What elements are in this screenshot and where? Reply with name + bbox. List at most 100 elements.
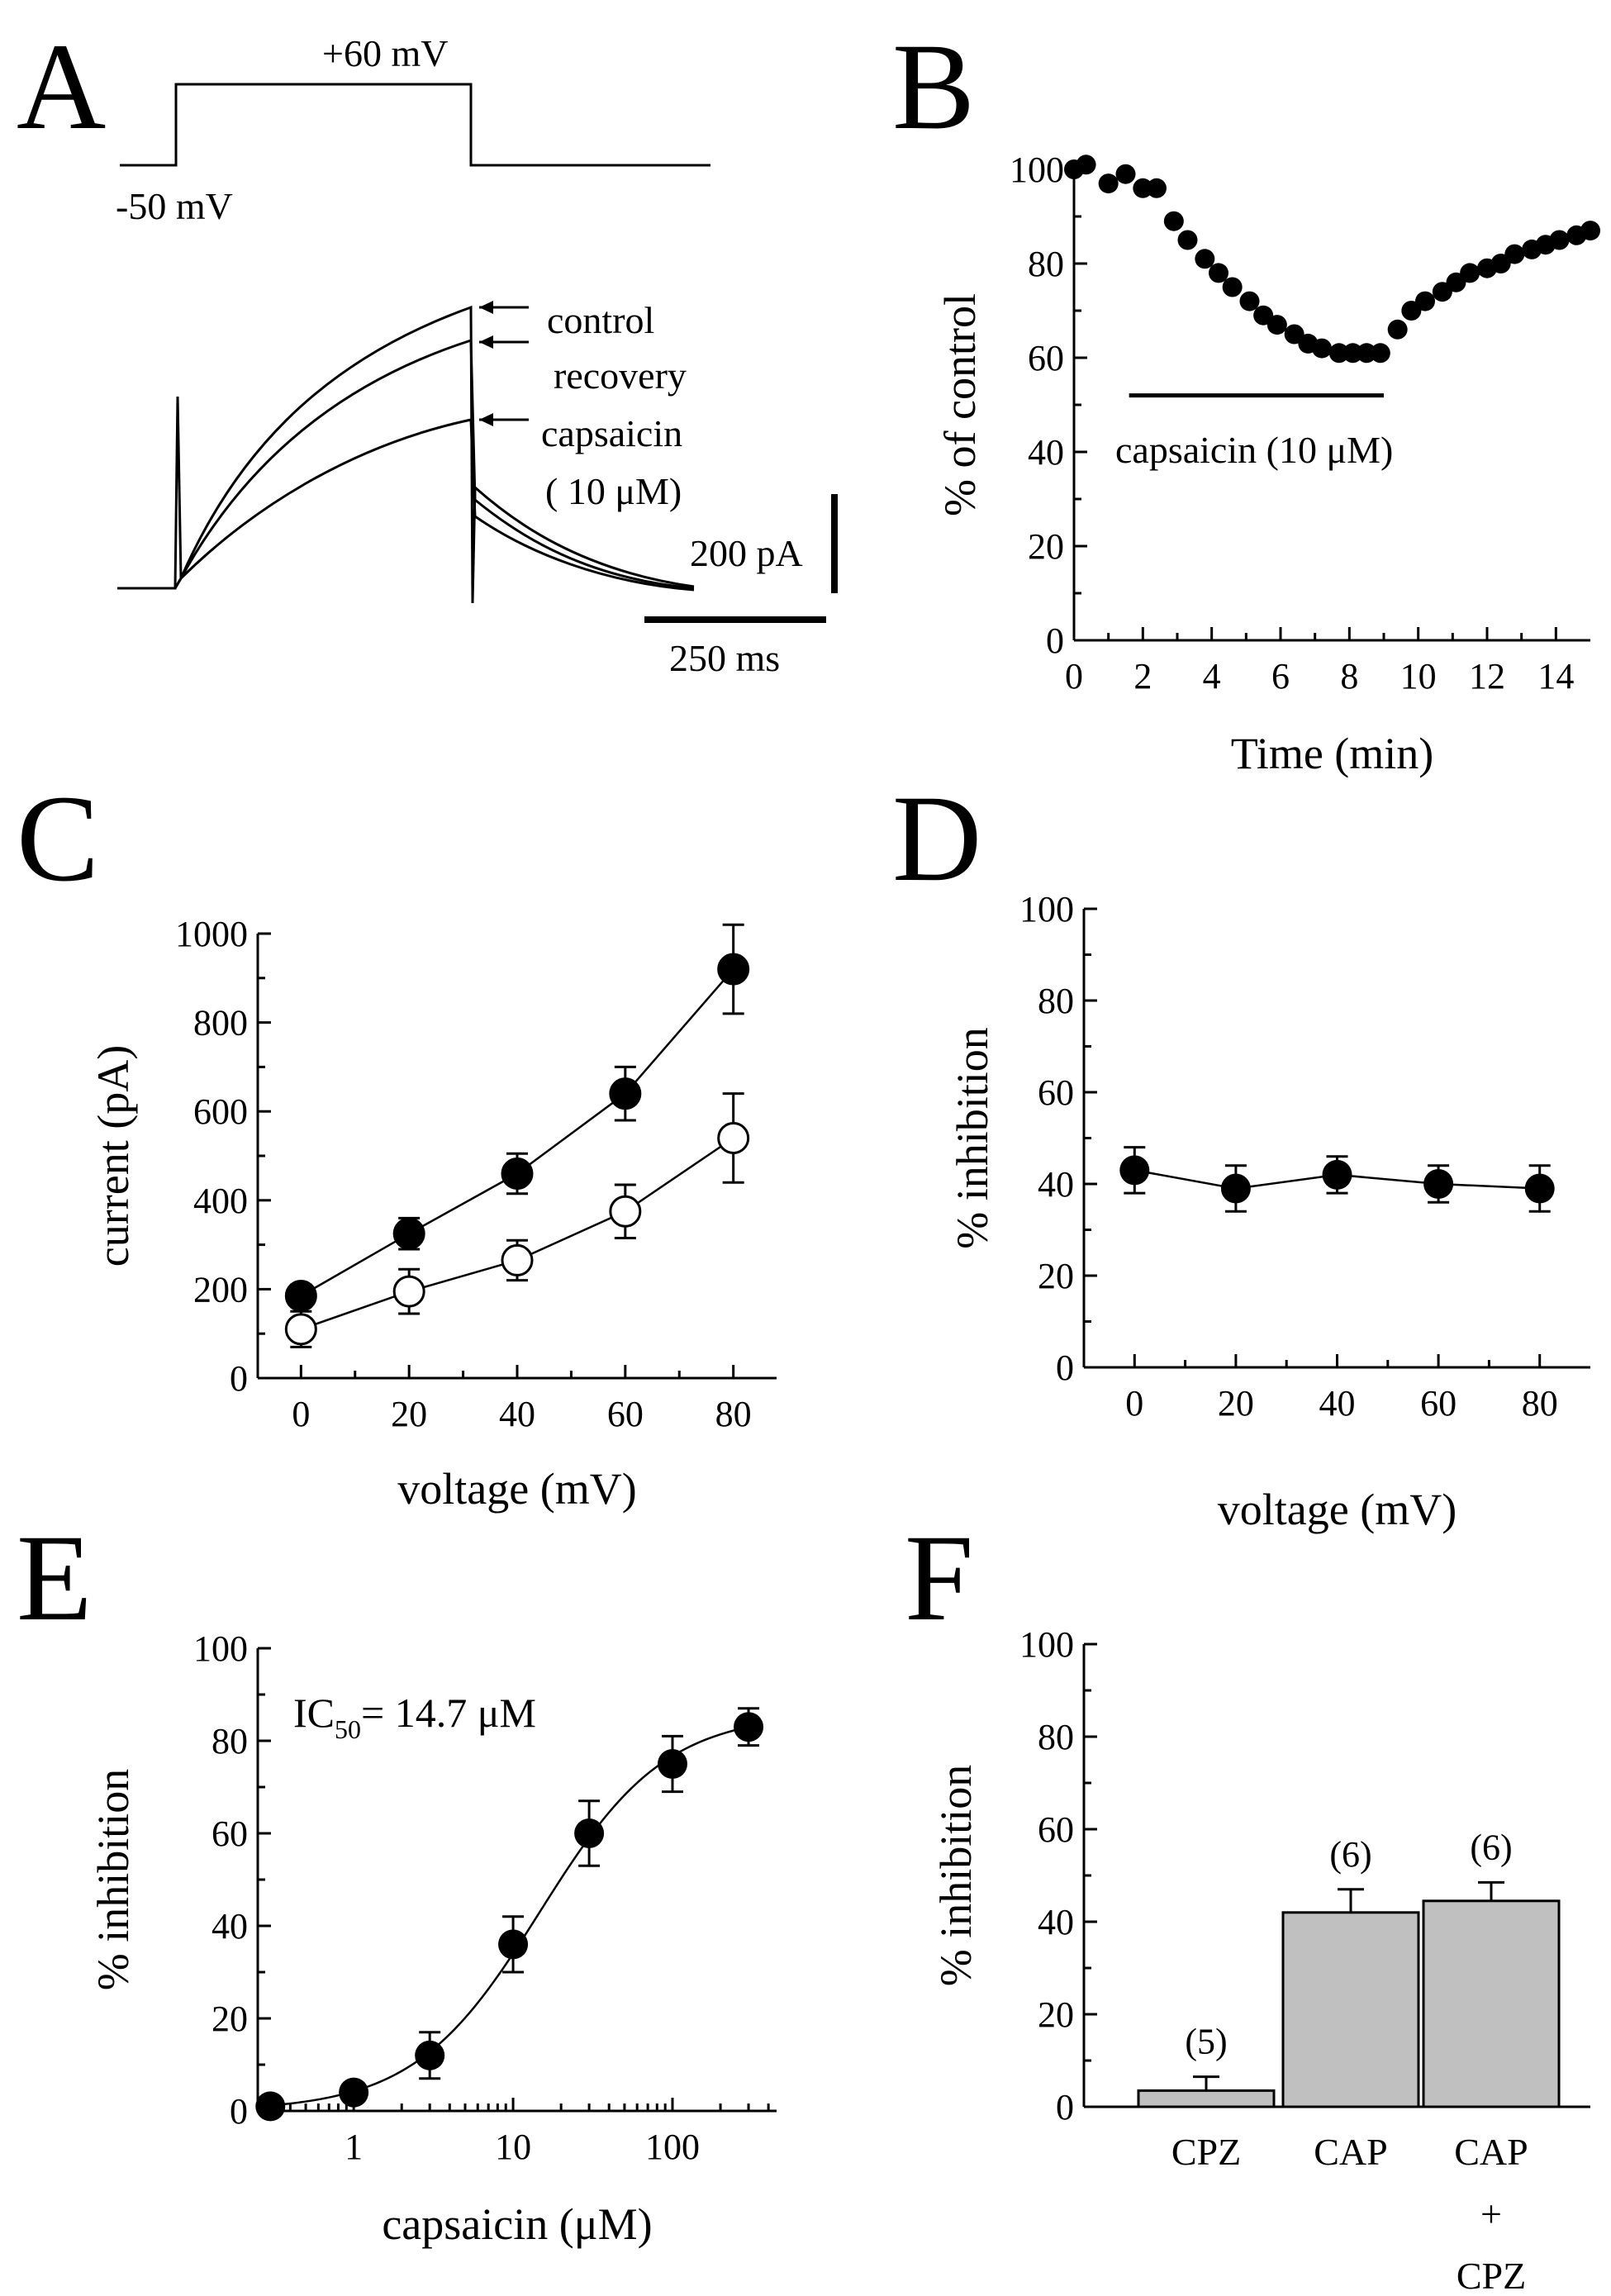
data-point-filled: [1423, 1169, 1454, 1199]
data-point-open: [284, 1313, 317, 1346]
voltage-step-protocol: [120, 83, 710, 167]
data-point: [1387, 319, 1408, 340]
y-tick-label: 60: [1028, 338, 1064, 378]
category-label: CPZ: [1457, 2255, 1526, 2296]
x-tick-label: 12: [1469, 656, 1505, 696]
y-tick-label: 80: [211, 1721, 248, 1761]
arrowhead-recovery: [479, 335, 493, 349]
data-point: [1357, 343, 1377, 364]
data-point: [1076, 154, 1096, 175]
step-low-label: -50 mV: [116, 185, 233, 227]
y-tick-label: 1000: [175, 914, 248, 954]
y-axis-label: % inhibition: [88, 1769, 138, 1991]
panel-d-chart: 0 20 40 60 80 100 0 20 40 60 80 voltage (mV) % inhib…: [948, 889, 1590, 1534]
arrowhead-control: [479, 301, 493, 314]
data-point: [1580, 221, 1600, 241]
data-point: [415, 2040, 445, 2070]
panel-b: B 0 20 40 60 80 100 0 2 4 6 8 10 12 14 Time (min) % of …: [892, 18, 1600, 778]
trace-recovery: [173, 338, 695, 590]
data-point: [1209, 263, 1228, 283]
label-recovery: recovery: [554, 354, 687, 397]
y-tick-label: 100: [1019, 1624, 1074, 1665]
y-tick-label: 40: [1038, 1902, 1074, 1942]
panel-d: D 0 20 40 60 80 100 0 20 40 60 80 voltage (mV) % inh…: [892, 770, 1590, 1534]
data-point-open: [717, 1121, 750, 1154]
panel-f-chart: 0 20 40 60 80 100 % inhibition (5) CPZ (6) CAP (6) C…: [931, 1624, 1590, 2296]
x-tick-label: 60: [1420, 1383, 1457, 1424]
panel-d-letter: D: [892, 770, 981, 907]
data-point: [574, 1818, 605, 1848]
data-point: [1342, 343, 1363, 364]
y-tick-label: 80: [1028, 244, 1064, 284]
panel-c-letter: C: [17, 770, 99, 907]
y-tick-label: 100: [1019, 889, 1074, 929]
data-point-filled: [392, 1217, 425, 1250]
category-label: CPZ: [1171, 2131, 1241, 2173]
data-point: [339, 2077, 369, 2108]
n-label: (5): [1185, 2022, 1227, 2062]
category-label: +: [1480, 2193, 1502, 2235]
data-point: [1147, 178, 1167, 198]
scale-current-label: 200 pA: [690, 532, 803, 574]
data-point-filled: [609, 1077, 642, 1110]
data-point: [1239, 291, 1260, 311]
y-tick-label: 40: [1038, 1164, 1074, 1205]
y-tick-label: 400: [193, 1181, 248, 1221]
data-point: [1266, 315, 1287, 335]
data-point: [1549, 230, 1570, 250]
label-capsaicin: capsaicin: [541, 412, 682, 454]
trace-capsaicin: [173, 418, 695, 592]
data-point: [657, 1749, 687, 1779]
x-axis-label: capsaicin (μM): [382, 2199, 652, 2249]
panel-e-chart: 0 20 40 60 80 100 1 10 100 capsaicin (μM) % inhibi…: [88, 1628, 777, 2249]
y-tick-label: 600: [193, 1091, 248, 1132]
category-label: CAP: [1454, 2131, 1528, 2173]
panel-a: A +60 mV -50 mV control recovery capsaic…: [17, 18, 838, 679]
y-tick-label: 20: [1038, 1994, 1074, 2035]
x-tick-label: 2: [1133, 656, 1152, 696]
panel-c: C 0 200 400 600 800 1000 0 20 40 60 80 voltage (mV)…: [17, 770, 777, 1514]
panel-f-letter: F: [905, 1509, 973, 1647]
x-tick-label: 1: [345, 2127, 363, 2167]
label-control: control: [547, 299, 654, 341]
y-tick-label: 0: [230, 2091, 248, 2132]
label-concentration: ( 10 μM): [545, 470, 682, 512]
data-point-filled: [1524, 1173, 1555, 1204]
data-point-open: [501, 1243, 534, 1276]
panel-f: F 0 20 40 60 80 100 % inhibition (5) CPZ (6) CAP (6…: [905, 1509, 1590, 2296]
arrowhead-capsaicin: [479, 413, 493, 426]
y-tick-label: 60: [1038, 1072, 1074, 1113]
panel-e: E 0 20 40 60 80 100 1 10 100 capsaicin (μM) % inhi…: [17, 1509, 777, 2249]
y-tick-label: 0: [1056, 2087, 1074, 2127]
y-tick-label: 0: [1056, 1348, 1074, 1388]
data-point-filled: [1322, 1159, 1352, 1190]
data-point-filled: [501, 1158, 534, 1191]
y-tick-label: 40: [211, 1906, 248, 1947]
x-tick-label: 40: [499, 1394, 535, 1434]
panel-e-letter: E: [17, 1509, 93, 1647]
data-point-filled: [1119, 1155, 1150, 1186]
data-point: [1415, 291, 1435, 311]
data-point: [498, 1929, 529, 1960]
x-tick-label: 4: [1203, 656, 1221, 696]
x-tick-label: 0: [1065, 656, 1083, 696]
x-tick-label: 6: [1271, 656, 1290, 696]
x-tick-label: 100: [645, 2127, 700, 2167]
panel-b-letter: B: [892, 18, 975, 155]
data-point: [1163, 211, 1184, 231]
y-tick-label: 60: [1038, 1809, 1074, 1850]
ic50-ic: IC: [293, 1690, 335, 1736]
y-tick-label: 20: [211, 1999, 248, 2039]
x-tick-label: 40: [1319, 1383, 1356, 1424]
x-tick-label: 60: [607, 1394, 644, 1434]
data-point: [1177, 230, 1198, 250]
data-point: [1504, 244, 1525, 264]
x-tick-label: 10: [1400, 656, 1437, 696]
data-point: [1098, 174, 1119, 194]
data-point-filled: [284, 1279, 317, 1312]
data-point: [1195, 249, 1215, 269]
y-tick-label: 100: [1010, 150, 1064, 190]
x-axis-label: voltage (mV): [397, 1464, 636, 1514]
y-tick-label: 100: [193, 1628, 248, 1669]
